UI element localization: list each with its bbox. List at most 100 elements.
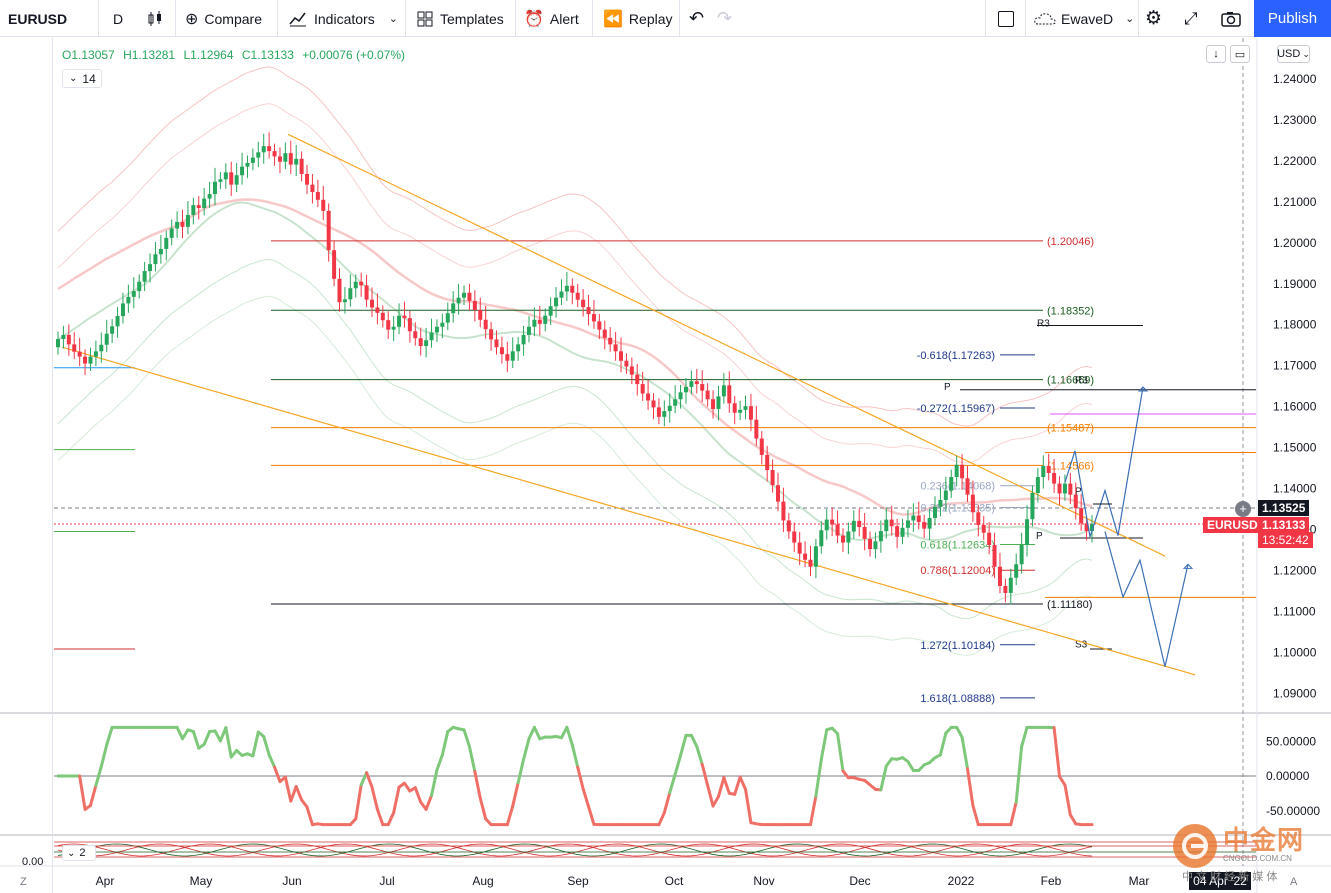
osc-line-segment: [359, 771, 369, 787]
replay-button[interactable]: ⏪ Replay: [603, 0, 673, 37]
candle-body: [840, 535, 845, 543]
camera-icon: [1221, 11, 1241, 27]
candle-body: [72, 344, 77, 352]
candle-body: [857, 520, 862, 527]
snapshot-button[interactable]: [1221, 0, 1241, 37]
osc-line-segment: [738, 775, 748, 791]
replay-label: Replay: [628, 10, 673, 27]
candle-body: [83, 356, 88, 364]
candle-body: [337, 278, 342, 303]
osc-line-segment: [819, 728, 829, 761]
candle-body: [759, 438, 764, 455]
candle-body: [148, 264, 153, 272]
candle-body: [1084, 523, 1089, 532]
candle-body: [830, 519, 835, 525]
candle-body: [689, 381, 694, 387]
osc-line-segment: [1020, 725, 1029, 749]
candle-body: [673, 399, 678, 406]
candle-style-button[interactable]: [146, 0, 164, 37]
candle-body: [120, 303, 125, 317]
candle-body: [813, 546, 818, 567]
osc-line-segment: [733, 775, 742, 796]
price-tick-label: 1.14000: [1273, 482, 1317, 496]
osc-line-segment: [906, 760, 915, 772]
candle-body: [359, 281, 364, 286]
candle-body: [608, 337, 613, 345]
fullscreen-layout-button[interactable]: [998, 0, 1014, 37]
osc-line-segment: [305, 805, 314, 827]
top-toolbar: EURUSD D ⊕ Compare Indicators ⌄ Template…: [0, 0, 1331, 37]
candle-body: [586, 307, 591, 315]
osc2-line: [57, 843, 1093, 857]
osc-line-segment: [273, 765, 282, 784]
candle-body: [326, 210, 331, 251]
undo-icon: ↶: [689, 8, 705, 28]
time-tick-label: Nov: [753, 874, 774, 888]
osc-line-segment: [1052, 726, 1062, 779]
candle-body: [716, 396, 721, 410]
candle-body: [748, 406, 753, 420]
candle-body: [824, 519, 829, 531]
osc-line-segment: [744, 787, 753, 825]
publish-button[interactable]: Publish: [1254, 0, 1331, 37]
candle-body: [678, 392, 683, 400]
add-level-button[interactable]: +: [1235, 501, 1251, 517]
fullscreen-button[interactable]: ⤢: [1184, 0, 1198, 37]
scroll-down-button[interactable]: ↓: [1206, 45, 1226, 63]
candle-body: [997, 566, 1002, 586]
osc-line-segment: [814, 757, 823, 798]
candle-body: [126, 296, 131, 304]
wave-projection: [1104, 531, 1189, 667]
indicators-label: Indicators: [314, 10, 375, 27]
interval-button[interactable]: D: [113, 0, 123, 37]
indicator-length-toggle[interactable]: ⌄ 14: [62, 69, 102, 88]
candle-body: [1068, 483, 1073, 495]
arrow-head-icon: [1137, 386, 1149, 392]
candle-body: [1062, 483, 1067, 494]
candle-body: [305, 174, 310, 185]
candle-body: [1052, 472, 1057, 484]
price-tick-label: 1.21000: [1273, 195, 1317, 209]
candle-body: [88, 356, 93, 364]
high-value: H1.13281: [123, 48, 176, 62]
candle-body: [889, 519, 894, 527]
osc-line-segment: [478, 796, 488, 821]
alert-button[interactable]: ⏰ Alert: [524, 0, 579, 37]
osc-line-segment: [706, 783, 715, 808]
indicators-button[interactable]: Indicators ⌄: [288, 0, 398, 37]
candle-body: [137, 281, 142, 292]
candle-body: [651, 400, 656, 408]
redo-button[interactable]: ↷: [717, 0, 732, 37]
candle-body: [1073, 494, 1078, 509]
candle-body: [440, 322, 445, 327]
osc-tick-label: 0.00000: [1266, 769, 1310, 783]
currency-selector[interactable]: USD ⌄: [1277, 45, 1310, 63]
templates-button[interactable]: Templates: [416, 0, 504, 37]
pivot-label: R3: [1037, 319, 1050, 330]
auto-scale-toggle[interactable]: A: [1290, 876, 1298, 888]
osc2-length-toggle[interactable]: ⌄ 2: [62, 845, 96, 861]
compare-button[interactable]: ⊕ Compare: [185, 0, 262, 37]
redo-icon: ↷: [717, 8, 733, 28]
watermark-subtitle: 中 文 财 经 新 媒 体: [1182, 871, 1278, 883]
osc-line-segment: [1014, 745, 1024, 804]
undo-button[interactable]: ↶: [689, 0, 704, 37]
candle-body: [846, 531, 851, 543]
osc-line-segment: [402, 781, 412, 793]
price-tick-label: 1.09000: [1273, 686, 1317, 700]
maximize-pane-button[interactable]: ▭: [1230, 45, 1250, 63]
osc-tick-label: 50.00000: [1266, 734, 1316, 748]
candle-body: [711, 399, 716, 410]
candle-body: [375, 307, 380, 313]
fib-level-label: 0.786(1.12004): [920, 565, 995, 577]
layout-button[interactable]: EwaveD ⌄: [1033, 0, 1134, 37]
settings-button[interactable]: ⚙: [1145, 0, 1162, 37]
symbol-search[interactable]: EURUSD: [8, 0, 67, 37]
timezone-toggle[interactable]: Z: [20, 876, 27, 888]
time-tick-label: Feb: [1041, 874, 1062, 888]
candle-body: [516, 344, 521, 352]
pivot-label: R3: [1075, 375, 1088, 386]
watermark: 中金网 CNGOLD.COM.CN 中 文 财 经 新 媒 体: [1168, 818, 1328, 888]
candle-body: [245, 162, 250, 167]
